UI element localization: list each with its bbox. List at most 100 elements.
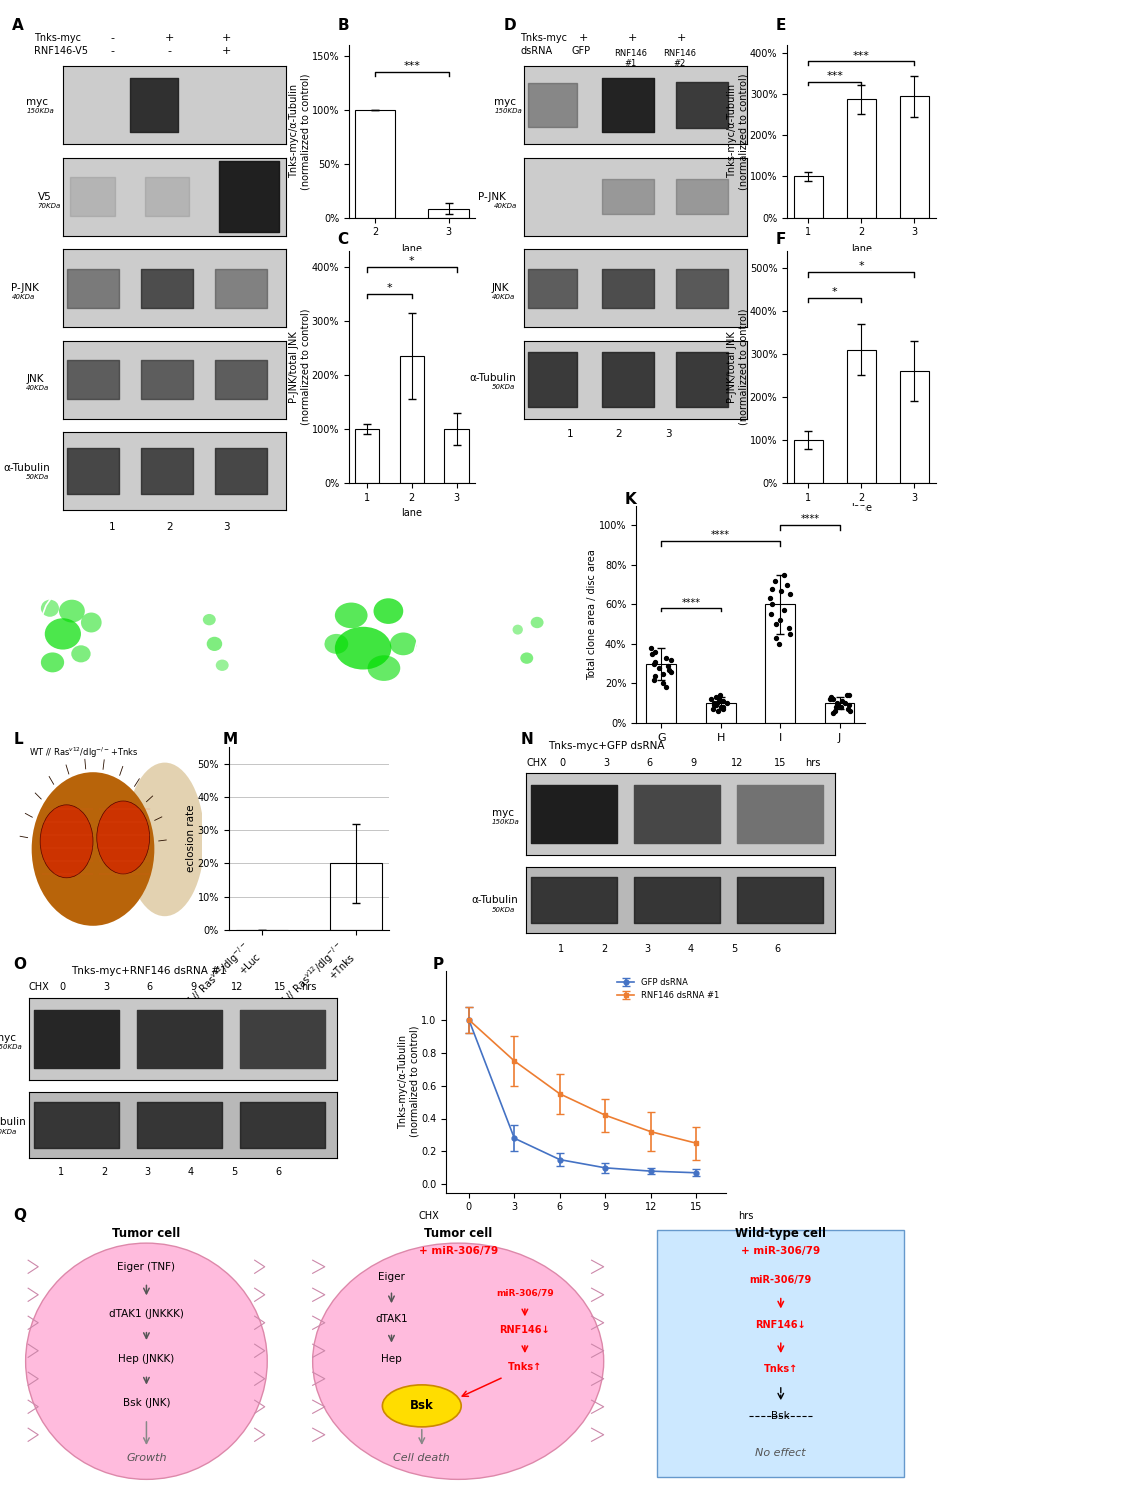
Point [824,687,842,711]
Point [821,686,840,709]
Text: CHX: CHX [526,758,547,768]
Ellipse shape [25,1244,268,1479]
Bar [794,177,823,218]
Text: 40KDa: 40KDa [494,202,517,208]
Text: JNK: JNK [26,375,43,384]
Ellipse shape [59,600,85,622]
Point [780,616,799,640]
Point [824,700,842,724]
Text: 40KDa: 40KDa [26,386,49,392]
Text: lane: lane [851,244,872,254]
Text: ***: *** [826,72,843,81]
Text: miR-306/79: miR-306/79 [496,1288,554,1298]
Text: GFP: GFP [264,693,284,702]
Text: 6: 6 [774,944,781,954]
Text: dsRNA: dsRNA [521,46,553,57]
Point [841,699,859,723]
Y-axis label: Tnks-myc/α-Tubulin
(normalizzed to control): Tnks-myc/α-Tubulin (normalizzed to contr… [288,74,310,189]
Ellipse shape [97,801,150,874]
Text: Ras$^{v12}$/dlg$^{-/-}$
+Tnks: Ras$^{v12}$/dlg$^{-/-}$ +Tnks [521,522,590,549]
Text: JNK: JNK [492,284,509,292]
Text: 50KDa: 50KDa [26,474,49,480]
Y-axis label: Total clone area / disc area: Total clone area / disc area [588,549,597,680]
Text: 12: 12 [231,982,243,993]
Text: L: L [14,732,23,747]
Text: *: * [387,284,392,292]
Text: RNF146↓: RNF146↓ [755,1320,807,1329]
Point [781,622,800,646]
Text: 40KDa: 40KDa [11,294,34,300]
Text: 150KDa: 150KDa [494,108,522,114]
Point [707,692,725,715]
Point [702,687,721,711]
Text: WT // Ras$^{v12}$/dlg$^{-/-}$+Tnks: WT // Ras$^{v12}$/dlg$^{-/-}$+Tnks [29,746,138,760]
Ellipse shape [531,616,543,628]
Text: 1: 1 [566,429,573,439]
Ellipse shape [207,636,222,651]
Text: #2: #2 [674,58,685,68]
Text: -: - [167,46,172,57]
Bar [900,370,929,483]
Text: 50KDa: 50KDa [0,1130,17,1136]
Text: α-Tubulin: α-Tubulin [3,464,50,472]
Text: 1: 1 [57,1167,64,1178]
Bar [847,350,876,483]
Point [828,692,847,715]
Text: Bsk (JNK): Bsk (JNK) [122,1398,170,1408]
Text: 3: 3 [103,982,110,993]
Text: WT: WT [23,531,41,540]
Point [650,656,668,680]
Text: Ras$^{v12}$/dlg$^{-/-}$
+ Luc: Ras$^{v12}$/dlg$^{-/-}$ + Luc [366,522,437,549]
Ellipse shape [390,633,416,656]
Text: α-Tubulin: α-Tubulin [0,1118,26,1126]
Text: Tnks-myc+RNF146 dsRNA #1: Tnks-myc+RNF146 dsRNA #1 [71,966,227,976]
Text: F: F [776,232,786,248]
Point [712,694,730,718]
Text: RNF146-V5: RNF146-V5 [34,46,88,57]
Text: J: J [476,573,482,588]
Point [654,672,673,696]
Text: 2: 2 [101,1167,108,1178]
Bar [900,96,929,218]
Text: GFP: GFP [577,693,596,702]
Text: 3: 3 [644,944,651,954]
Text: +: + [222,33,231,44]
Text: myc: myc [0,1034,16,1042]
Point [657,675,675,699]
Text: ****: **** [712,530,730,540]
Text: P-JNK: P-JNK [478,192,506,201]
Point [642,636,660,660]
Point [762,602,780,627]
Text: 0: 0 [559,758,566,768]
Point [645,650,664,674]
Text: C: C [337,232,349,248]
Text: V5: V5 [38,192,51,201]
Text: A: A [11,18,23,33]
Y-axis label: P-JNK/total JNK
(normalizzed to control): P-JNK/total JNK (normalizzed to control) [726,309,748,424]
Text: ***: *** [853,51,869,60]
Text: Hep (JNKK): Hep (JNKK) [118,1353,175,1364]
Text: Tnks↑: Tnks↑ [764,1364,797,1374]
Bar [355,110,395,218]
Text: Eiger (TNF): Eiger (TNF) [118,1262,175,1272]
Bar [329,864,382,930]
Ellipse shape [81,612,102,633]
Text: +: + [579,33,588,44]
Text: 50KDa: 50KDa [492,384,515,390]
Text: Hep: Hep [381,1353,402,1364]
Text: 0: 0 [59,982,66,993]
Text: RNF146: RNF146 [614,50,646,58]
Text: 9: 9 [690,758,697,768]
Ellipse shape [40,806,93,877]
Text: Tnks: Tnks [230,531,256,540]
Text: ****: **** [801,514,819,525]
Point [837,684,856,708]
Point [840,693,858,717]
Text: 5: 5 [231,1167,238,1178]
Point [654,662,673,686]
Text: I: I [311,573,317,588]
Text: 70KDa: 70KDa [38,202,61,208]
Text: 2: 2 [601,944,607,954]
Ellipse shape [71,645,90,663]
Point [770,632,788,656]
